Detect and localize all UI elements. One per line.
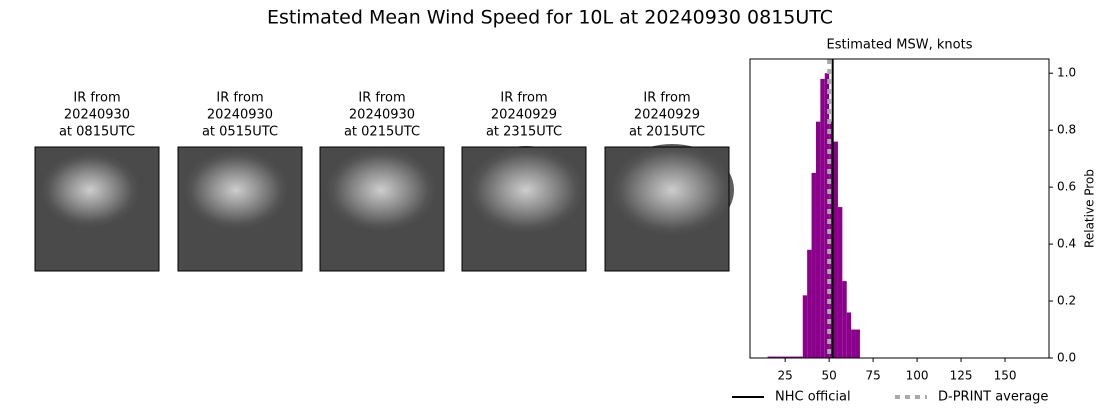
- panel-title: IR from: [500, 91, 547, 106]
- plot-frame: [749, 58, 1050, 359]
- bar: [837, 207, 843, 358]
- bar: [807, 249, 812, 358]
- bar: [767, 356, 772, 358]
- bar: [820, 78, 825, 358]
- x-tick-label: 150: [994, 369, 1017, 383]
- legend-label: D-PRINT average: [938, 390, 1048, 405]
- ir-frame: [461, 146, 587, 272]
- bar: [776, 356, 781, 358]
- figure-title: Estimated Mean Wind Speed for 10L at 202…: [267, 7, 833, 29]
- ir-cloud: [40, 152, 140, 228]
- y-tick-label: 0.0: [1057, 351, 1076, 365]
- ir-cloud: [325, 148, 437, 232]
- chart-title: Estimated MSW, knots: [827, 38, 973, 53]
- panel-title: at 0515UTC: [202, 125, 278, 140]
- bar: [798, 356, 803, 358]
- bar: [829, 121, 834, 359]
- x-tick-label: 25: [778, 369, 793, 383]
- legend-label: NHC official: [775, 390, 851, 405]
- y-tick-label: 0.4: [1057, 237, 1076, 251]
- y-tick-label: 0.6: [1057, 180, 1076, 194]
- panel-title: IR from: [73, 91, 120, 106]
- y-tick-label: 1.0: [1057, 66, 1076, 80]
- x-tick-label: 50: [822, 369, 837, 383]
- bar: [824, 73, 830, 358]
- panel-title: at 0815UTC: [59, 125, 135, 140]
- panel-title: 20240930: [349, 108, 415, 123]
- panel-title: 20240929: [491, 108, 557, 123]
- ir-frame: [177, 146, 303, 272]
- ir-cloud: [183, 150, 289, 230]
- bar: [855, 329, 860, 358]
- panel-title: IR from: [216, 91, 263, 106]
- bar: [780, 356, 786, 358]
- bar: [811, 172, 816, 358]
- bar: [785, 356, 790, 358]
- bar: [833, 141, 838, 358]
- panel-title: at 2315UTC: [486, 125, 562, 140]
- x-tick-label: 75: [865, 369, 880, 383]
- bar: [802, 295, 808, 358]
- panel-title: 20240930: [64, 108, 130, 123]
- x-tick-label: 100: [906, 369, 929, 383]
- bar: [771, 356, 777, 358]
- ir-cloud: [610, 144, 734, 236]
- panel-title: IR from: [643, 91, 690, 106]
- bar: [815, 121, 821, 359]
- bar: [846, 312, 852, 358]
- y-axis-label: Relative Prob: [1083, 169, 1097, 248]
- panel-title: IR from: [358, 91, 405, 106]
- bar: [842, 281, 847, 358]
- ir-cloud: [467, 146, 585, 234]
- panel-title: at 2015UTC: [629, 125, 705, 140]
- y-tick-label: 0.2: [1057, 294, 1076, 308]
- ir-frame: [34, 146, 160, 272]
- ir-frame: [604, 146, 730, 272]
- panel-title: 20240929: [634, 108, 700, 123]
- panel-title: at 0215UTC: [344, 125, 420, 140]
- ir-frame: [319, 146, 445, 272]
- bar: [789, 356, 794, 358]
- y-tick-label: 0.8: [1057, 123, 1076, 137]
- x-tick-label: 125: [950, 369, 973, 383]
- bar: [793, 356, 799, 358]
- bar: [851, 329, 856, 358]
- panel-title: 20240930: [207, 108, 273, 123]
